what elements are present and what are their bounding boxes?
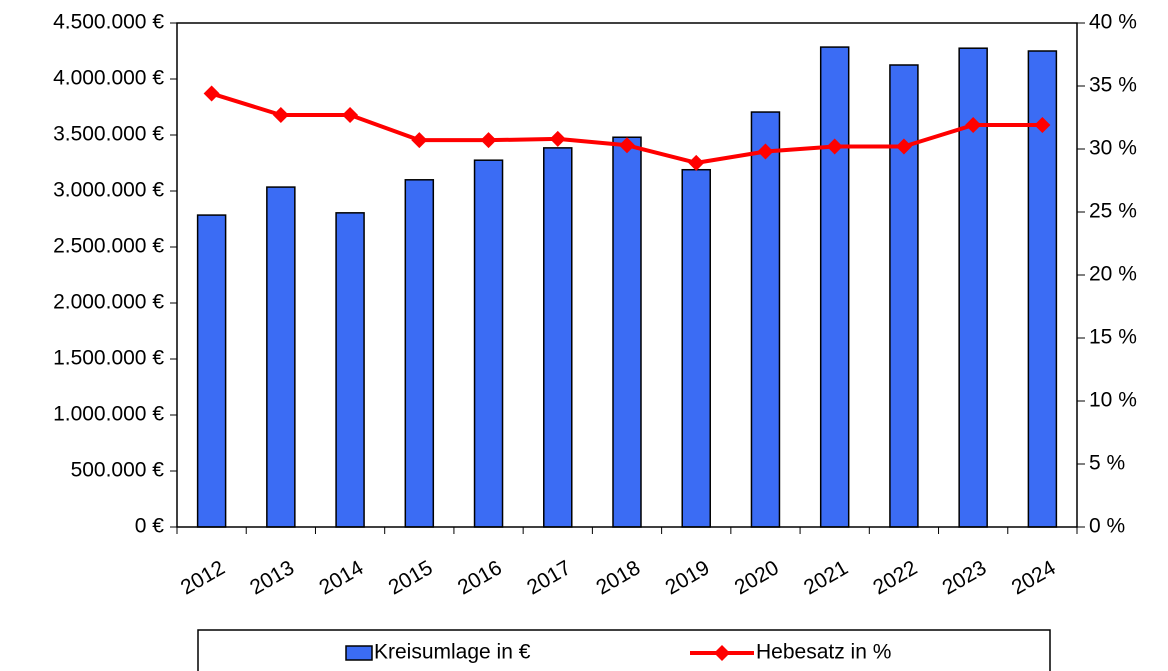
marker bbox=[757, 143, 774, 160]
bar bbox=[750, 111, 781, 528]
plot-frame bbox=[176, 22, 1078, 528]
y-tick-label: 0 € bbox=[135, 515, 165, 538]
bar bbox=[543, 147, 573, 528]
legend-label: Hebesatz in % bbox=[756, 641, 891, 664]
bar bbox=[404, 179, 435, 528]
marker bbox=[1034, 117, 1051, 134]
y-tick-label: 2.000.000 € bbox=[53, 291, 164, 314]
bar bbox=[266, 186, 296, 528]
bar bbox=[473, 159, 504, 528]
bar bbox=[681, 168, 711, 528]
x-tick-label: 2023 bbox=[938, 556, 990, 599]
x-tick-label: 2019 bbox=[662, 556, 714, 599]
y-tick-label: 4.500.000 € bbox=[53, 11, 164, 34]
marker bbox=[688, 154, 705, 171]
marker bbox=[272, 106, 289, 123]
bar bbox=[819, 46, 850, 528]
y2-tick-label: 25 % bbox=[1089, 200, 1137, 223]
bar bbox=[1027, 50, 1058, 528]
legend-label: Kreisumlage in € bbox=[374, 641, 531, 664]
y2-tick-label: 35 % bbox=[1089, 74, 1137, 97]
y-tick-label: 1.000.000 € bbox=[53, 403, 164, 426]
y-tick-label: 3.500.000 € bbox=[53, 123, 164, 146]
marker bbox=[965, 117, 982, 134]
y-tick-label: 500.000 € bbox=[71, 459, 165, 482]
marker bbox=[895, 138, 912, 155]
bar bbox=[335, 212, 365, 528]
x-tick-label: 2024 bbox=[1008, 556, 1060, 599]
y2-tick-label: 0 % bbox=[1089, 515, 1125, 538]
bar bbox=[612, 136, 642, 528]
x-tick-label: 2021 bbox=[800, 556, 852, 599]
marker bbox=[826, 138, 843, 155]
x-tick-label: 2015 bbox=[385, 556, 437, 599]
y-tick-label: 4.000.000 € bbox=[53, 67, 164, 90]
y2-tick-label: 30 % bbox=[1089, 137, 1137, 160]
x-tick-label: 2016 bbox=[454, 556, 506, 599]
bar bbox=[889, 64, 919, 528]
legend-box bbox=[197, 629, 1051, 671]
marker bbox=[619, 137, 635, 154]
marker bbox=[342, 106, 359, 123]
y2-tick-label: 15 % bbox=[1089, 326, 1137, 349]
y2-tick-label: 10 % bbox=[1089, 389, 1137, 412]
legend-marker bbox=[714, 645, 730, 661]
x-tick-label: 2013 bbox=[246, 556, 298, 599]
y-tick-label: 2.500.000 € bbox=[53, 235, 164, 258]
bar bbox=[196, 214, 227, 528]
y2-tick-label: 20 % bbox=[1089, 263, 1137, 286]
x-tick-label: 2012 bbox=[177, 556, 229, 599]
y-tick-label: 3.000.000 € bbox=[53, 179, 164, 202]
y-tick-label: 1.500.000 € bbox=[53, 347, 164, 370]
y2-tick-label: 40 % bbox=[1089, 11, 1137, 34]
x-tick-label: 2014 bbox=[315, 556, 367, 599]
legend-swatch bbox=[345, 645, 373, 661]
x-tick-label: 2018 bbox=[592, 556, 644, 599]
marker bbox=[411, 132, 428, 149]
x-tick-label: 2022 bbox=[869, 556, 921, 599]
marker bbox=[549, 130, 566, 147]
x-tick-label: 2017 bbox=[523, 556, 575, 599]
y2-tick-label: 5 % bbox=[1089, 452, 1125, 475]
x-tick-label: 2020 bbox=[731, 556, 783, 599]
marker bbox=[203, 85, 220, 102]
marker bbox=[480, 132, 497, 149]
